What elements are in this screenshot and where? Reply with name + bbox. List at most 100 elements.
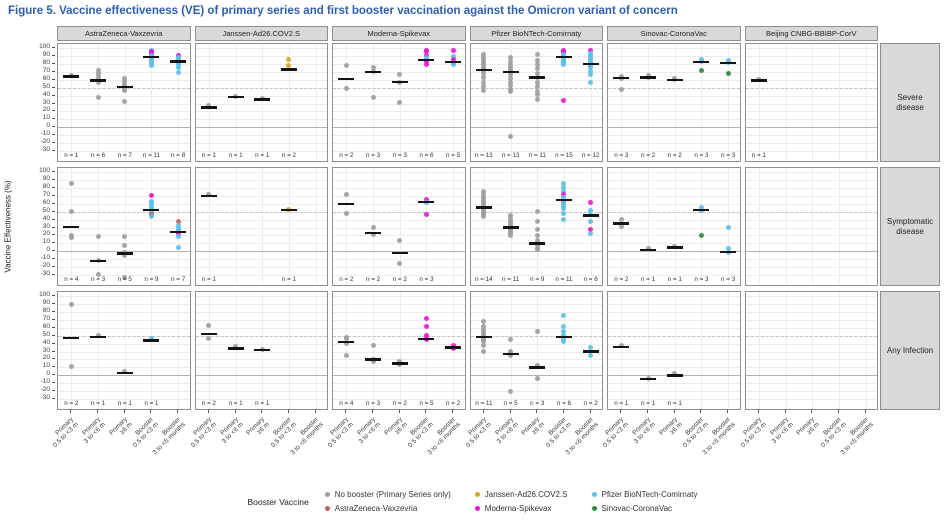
legend-item-label: Pfizer BioNTech-Comirnaty bbox=[601, 490, 698, 499]
n-label: n = 2 bbox=[365, 276, 381, 283]
y-tick-mark bbox=[52, 110, 55, 112]
h-gridline bbox=[470, 295, 602, 297]
h-gridline bbox=[333, 391, 465, 393]
data-point bbox=[561, 323, 567, 329]
v-gridline bbox=[758, 168, 760, 285]
median-line bbox=[365, 70, 382, 73]
data-point bbox=[148, 62, 154, 68]
h-gridline bbox=[195, 319, 327, 321]
legend-swatch-icon bbox=[324, 506, 330, 511]
data-point bbox=[397, 260, 403, 266]
data-point bbox=[481, 342, 487, 348]
median-line bbox=[170, 231, 187, 234]
data-point bbox=[561, 97, 567, 103]
h-gridline bbox=[195, 227, 327, 229]
h-gridline bbox=[333, 343, 465, 345]
y-tick-mark bbox=[52, 294, 55, 296]
h-gridline bbox=[470, 259, 602, 261]
v-gridline bbox=[399, 292, 401, 409]
v-gridline bbox=[563, 292, 565, 409]
data-point bbox=[725, 246, 731, 252]
legend-item: AstraZeneca-Vaxzevria bbox=[324, 504, 451, 513]
legend-swatch-icon bbox=[474, 506, 480, 511]
panel-r2-c1: n = 2 n = 1 n = 1 bbox=[194, 291, 328, 410]
x-tick-mark bbox=[620, 410, 622, 413]
h-gridline bbox=[333, 119, 465, 121]
v-gridline bbox=[785, 292, 787, 409]
h-gridline bbox=[195, 143, 327, 145]
h-gridline bbox=[333, 367, 465, 369]
median-line bbox=[502, 226, 519, 229]
median-line bbox=[391, 362, 408, 365]
h-gridline bbox=[608, 359, 740, 361]
y-tick-mark bbox=[52, 318, 55, 320]
n-label: n = 3 bbox=[365, 400, 381, 407]
h-gridline bbox=[745, 295, 877, 297]
h-gridline bbox=[58, 399, 190, 401]
data-point bbox=[508, 58, 514, 64]
h-gridline bbox=[58, 143, 190, 145]
y-tick-label: 10 bbox=[42, 114, 50, 122]
h-gridline bbox=[608, 135, 740, 137]
y-tick-mark bbox=[52, 178, 55, 180]
data-point bbox=[561, 313, 567, 319]
h-gridline bbox=[745, 259, 877, 261]
h-gridline bbox=[58, 227, 190, 229]
h-gridline bbox=[608, 383, 740, 385]
v-gridline bbox=[483, 168, 485, 285]
legend-item-label: AstraZeneca-Vaxzevria bbox=[334, 504, 418, 513]
h-gridline bbox=[333, 243, 465, 245]
v-gridline bbox=[262, 168, 264, 285]
h-gridline bbox=[608, 311, 740, 313]
h-gridline bbox=[608, 227, 740, 229]
data-point bbox=[68, 302, 74, 308]
n-label: n = 2 bbox=[392, 400, 407, 407]
median-line bbox=[555, 198, 572, 201]
panel-r1-c4: n = 2 n = 1 n = 1 n = 3 n = 3 bbox=[607, 167, 741, 286]
data-point bbox=[508, 232, 514, 238]
data-point bbox=[397, 362, 403, 368]
h-gridline bbox=[745, 327, 877, 329]
h-gridline bbox=[745, 351, 877, 353]
y-tick-label: 0 bbox=[46, 370, 50, 378]
data-point bbox=[534, 62, 540, 68]
h-gridline bbox=[470, 319, 602, 321]
panel-r1-c2: n = 2 n = 2 n = 2 n = 3 bbox=[332, 167, 466, 286]
row-strip-1: Symptomatic disease bbox=[880, 167, 940, 286]
data-point bbox=[698, 232, 704, 238]
data-point bbox=[588, 218, 594, 224]
h-gridline bbox=[745, 195, 877, 197]
h-gridline bbox=[333, 195, 465, 197]
h-gridline bbox=[58, 71, 190, 73]
h-gridline bbox=[745, 383, 877, 385]
data-point bbox=[423, 54, 429, 60]
median-line bbox=[445, 61, 462, 64]
y-tick-mark bbox=[52, 94, 55, 96]
data-point bbox=[561, 333, 567, 339]
h-gridline bbox=[745, 103, 877, 105]
x-tick-mark bbox=[562, 410, 564, 413]
data-point bbox=[370, 358, 376, 364]
y-tick-label: 60 bbox=[42, 74, 50, 82]
h-gridline bbox=[333, 171, 465, 173]
data-point bbox=[175, 233, 181, 239]
n-label: n = 3 bbox=[365, 152, 381, 159]
n-label: n = 6 bbox=[90, 152, 106, 159]
v-gridline bbox=[315, 168, 317, 285]
n-label: n = 1 bbox=[117, 400, 132, 407]
h-gridline bbox=[195, 151, 327, 153]
data-point bbox=[618, 86, 624, 92]
v-gridline bbox=[399, 168, 401, 285]
y-tick-label: 80 bbox=[42, 58, 50, 66]
h-gridline bbox=[745, 275, 877, 277]
data-point bbox=[175, 65, 181, 71]
h-gridline bbox=[745, 95, 877, 97]
y-tick-label: -10 bbox=[40, 130, 50, 138]
x-tick-mark bbox=[314, 410, 316, 413]
h-gridline bbox=[333, 219, 465, 221]
median-line bbox=[90, 79, 107, 82]
v-gridline bbox=[758, 44, 760, 161]
n-label: n = 1 bbox=[90, 400, 106, 407]
h-gridline bbox=[333, 259, 465, 261]
n-label: n = 3 bbox=[721, 152, 736, 159]
